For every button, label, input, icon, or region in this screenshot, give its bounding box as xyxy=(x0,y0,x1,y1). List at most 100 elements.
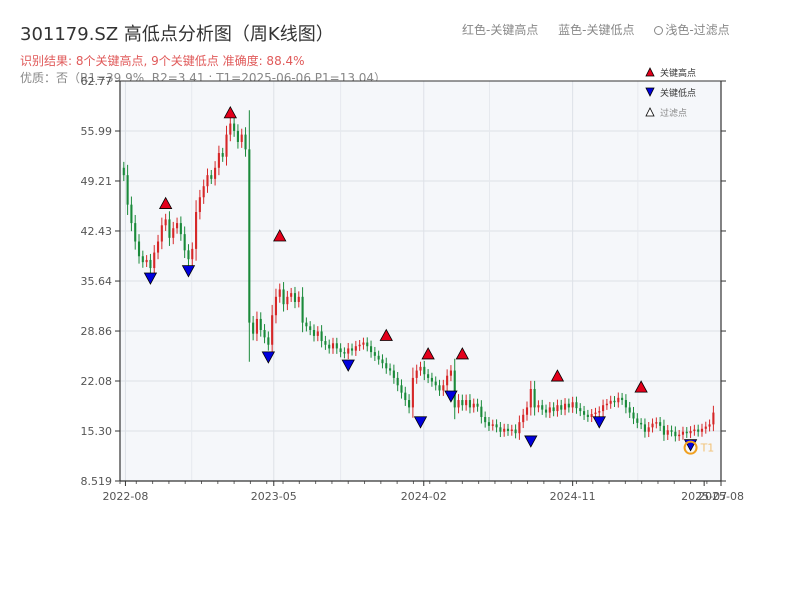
candle-body xyxy=(556,405,559,412)
candle-body xyxy=(427,374,430,378)
candle-body xyxy=(575,402,578,409)
candle-body xyxy=(643,424,646,432)
legend-label: 过滤点 xyxy=(660,107,687,119)
candle-body xyxy=(175,223,179,229)
t1-label: T1 xyxy=(700,442,715,455)
candle-body xyxy=(461,400,464,406)
candle-body xyxy=(408,400,411,408)
candle-body xyxy=(704,426,707,429)
candle-body xyxy=(309,326,312,330)
candle-body xyxy=(324,341,327,345)
y-tick-label: 42.43 xyxy=(81,225,113,238)
candle-body xyxy=(278,289,281,297)
candle-body xyxy=(442,385,445,391)
candle-body xyxy=(267,337,270,345)
candle-body xyxy=(400,385,403,393)
candle-body xyxy=(571,402,574,408)
y-tick-label: 62.77 xyxy=(81,75,113,88)
result-line: 识别结果: 8个关键高点, 9个关键低点 准确度: 88.4% xyxy=(20,54,305,68)
candle-body xyxy=(491,424,494,426)
key-low-marker xyxy=(181,265,196,278)
candle-body xyxy=(396,377,399,386)
candle-body xyxy=(563,403,567,410)
candle-body xyxy=(366,342,369,347)
chart-title: 301179.SZ 高低点分析图（周K线图） xyxy=(20,24,334,45)
x-tick-label: 2024-02 xyxy=(401,490,447,503)
candle-body xyxy=(590,414,593,417)
key-high-marker xyxy=(379,328,393,341)
candle-body xyxy=(522,414,525,423)
candle-body xyxy=(499,427,502,432)
candle-body xyxy=(153,252,156,269)
candle-body xyxy=(628,407,631,413)
candle-body xyxy=(198,197,201,213)
candle-body xyxy=(137,241,141,257)
candle-body xyxy=(419,366,422,371)
candle-body xyxy=(636,418,639,423)
candle-body xyxy=(514,429,517,434)
candle-body xyxy=(537,405,540,408)
candle-body xyxy=(438,385,441,391)
x-tick-label: 2025-07 xyxy=(681,490,727,503)
header-legend: 红色-关键高点 蓝色-关键低点 浅色-过滤点 xyxy=(462,21,746,38)
header-legend-light: 浅色-过滤点 xyxy=(654,23,730,37)
y-tick-label: 55.99 xyxy=(81,125,113,138)
candle-body xyxy=(358,344,361,347)
candle-body xyxy=(613,400,616,403)
candle-body xyxy=(617,397,620,403)
candle-body xyxy=(529,388,532,408)
candle-body xyxy=(392,370,395,378)
candle-body xyxy=(423,366,426,375)
candle-body xyxy=(548,407,551,413)
candle-body xyxy=(286,296,289,305)
candle-body xyxy=(240,134,243,142)
candle-body xyxy=(362,342,365,345)
candle-body xyxy=(301,296,304,323)
candle-body xyxy=(659,422,662,426)
legend-marker-2 xyxy=(645,107,655,117)
candle-body xyxy=(331,343,335,349)
candle-body xyxy=(602,405,605,412)
candle-body xyxy=(343,352,346,354)
candle-body xyxy=(468,400,472,408)
candle-body xyxy=(567,403,570,408)
candle-body xyxy=(560,405,563,410)
candle-body xyxy=(282,289,285,305)
candle-body xyxy=(689,431,692,434)
candle-body xyxy=(214,167,217,179)
candle-body xyxy=(290,293,293,297)
candle-body xyxy=(476,403,479,407)
legend-label: 关键低点 xyxy=(660,87,696,99)
candle-body xyxy=(373,352,376,356)
candle-body xyxy=(122,167,125,176)
candle-body xyxy=(487,422,491,426)
candle-body xyxy=(712,412,715,425)
key-low-marker xyxy=(592,416,606,429)
candle-body xyxy=(350,348,354,351)
key-high-marker xyxy=(421,347,435,360)
candle-body xyxy=(210,175,213,179)
candle-body xyxy=(335,343,338,349)
candle-body xyxy=(221,153,224,157)
candle-body xyxy=(141,256,144,263)
candle-body xyxy=(255,318,258,334)
candle-body xyxy=(480,406,483,417)
y-tick-label: 35.64 xyxy=(81,275,113,288)
candle-body xyxy=(666,430,669,435)
y-tick-label: 8.519 xyxy=(81,475,113,488)
candle-body xyxy=(632,412,635,419)
candle-body xyxy=(647,427,650,432)
y-tick-label: 15.30 xyxy=(81,425,113,438)
candle-body xyxy=(681,431,685,435)
candle-body xyxy=(446,375,449,386)
key-low-marker xyxy=(444,390,458,403)
candle-body xyxy=(305,322,308,327)
candle-body xyxy=(465,400,468,406)
circle-icon xyxy=(654,26,664,35)
key-high-marker xyxy=(158,196,173,209)
candle-body xyxy=(149,259,152,269)
candle-body xyxy=(202,186,205,198)
x-tick-label: 2024-11 xyxy=(550,490,596,503)
candle-body xyxy=(624,400,627,408)
y-tick-label: 28.86 xyxy=(81,325,113,338)
